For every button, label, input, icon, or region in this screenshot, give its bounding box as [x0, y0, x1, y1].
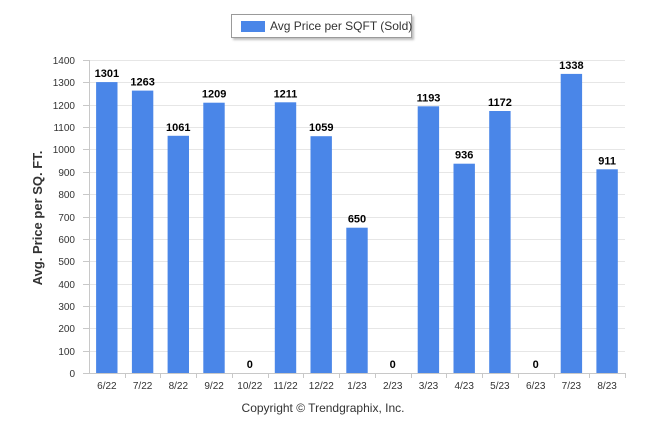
data-label: 1338 [559, 60, 583, 72]
data-label: 0 [390, 359, 396, 371]
x-tick-label: 12/22 [309, 381, 334, 392]
y-tick-label: 100 [58, 347, 75, 358]
y-tick-label: 1400 [53, 56, 76, 67]
data-label: 1193 [417, 92, 441, 104]
bar [560, 73, 583, 374]
data-label: 911 [598, 155, 616, 167]
data-label: 1059 [309, 122, 333, 134]
x-tick-label: 8/22 [169, 381, 189, 392]
y-tick-label: 1000 [53, 145, 76, 156]
y-axis-title: Avg. Price per SQ. FT. [30, 151, 45, 286]
data-label: 1172 [488, 97, 512, 109]
bar [310, 136, 332, 373]
bar [274, 102, 297, 374]
x-tick-label: 7/23 [562, 381, 582, 392]
labels-layer: 1301 1263 1061 1209 0 1211 1059 650 0 1193 936 1172… [95, 60, 616, 371]
bar [453, 163, 475, 373]
bar [96, 82, 118, 373]
data-label: 936 [455, 150, 473, 162]
x-tick-label: 4/23 [454, 381, 474, 392]
data-label: 1301 [95, 68, 119, 80]
y-tick-label: 1200 [53, 101, 76, 112]
y-tick-label: 1300 [53, 78, 76, 89]
y-tick-label: 700 [58, 213, 75, 224]
x-tick-label: 1/23 [347, 381, 367, 392]
data-label: 1209 [202, 89, 226, 101]
data-label: 650 [348, 214, 366, 226]
bar [203, 102, 225, 373]
y-tick-label: 0 [69, 369, 75, 380]
x-tick-label: 6/22 [97, 381, 117, 392]
x-tick-label: 5/23 [490, 381, 510, 392]
y-tick-label: 1100 [53, 123, 75, 134]
x-tick-label: 8/23 [597, 381, 617, 392]
y-tick-label: 800 [58, 190, 75, 201]
data-label: 0 [533, 359, 539, 371]
legend: Avg Price per SQFT (Sold) [231, 14, 412, 38]
x-tick-label: 9/22 [204, 381, 224, 392]
y-tick-label: 400 [58, 280, 75, 291]
y-tick-label: 500 [58, 257, 75, 268]
bar [489, 111, 511, 373]
data-label: 1211 [274, 88, 298, 100]
x-tick-label: 10/22 [237, 381, 262, 392]
axis-layer: 0 100 200 300 400 500 600 700 800 900 1000 1100 1200… [53, 56, 626, 392]
x-tick-label: 6/23 [526, 381, 546, 392]
x-tick-label: 11/22 [273, 381, 298, 392]
bar [417, 106, 440, 374]
x-tick-label: 7/22 [133, 381, 153, 392]
x-tick-label: 2/23 [383, 381, 403, 392]
y-tick-label: 300 [58, 302, 75, 313]
y-tick-label: 200 [58, 324, 75, 335]
x-tick-label: 3/23 [419, 381, 439, 392]
y-tick-label: 900 [58, 168, 75, 179]
copyright-footer: Copyright © Trendgraphix, Inc. [241, 401, 405, 415]
data-label: 1263 [130, 77, 154, 89]
bar [596, 169, 618, 373]
bar [167, 135, 189, 373]
data-label: 1061 [166, 122, 190, 134]
legend-swatch [241, 21, 265, 32]
bar [131, 90, 154, 373]
legend-label: Avg Price per SQFT (Sold) [270, 19, 413, 33]
y-tick-label: 600 [58, 235, 75, 246]
bar [346, 227, 368, 373]
bars-layer [96, 73, 618, 374]
data-label: 0 [247, 359, 253, 371]
